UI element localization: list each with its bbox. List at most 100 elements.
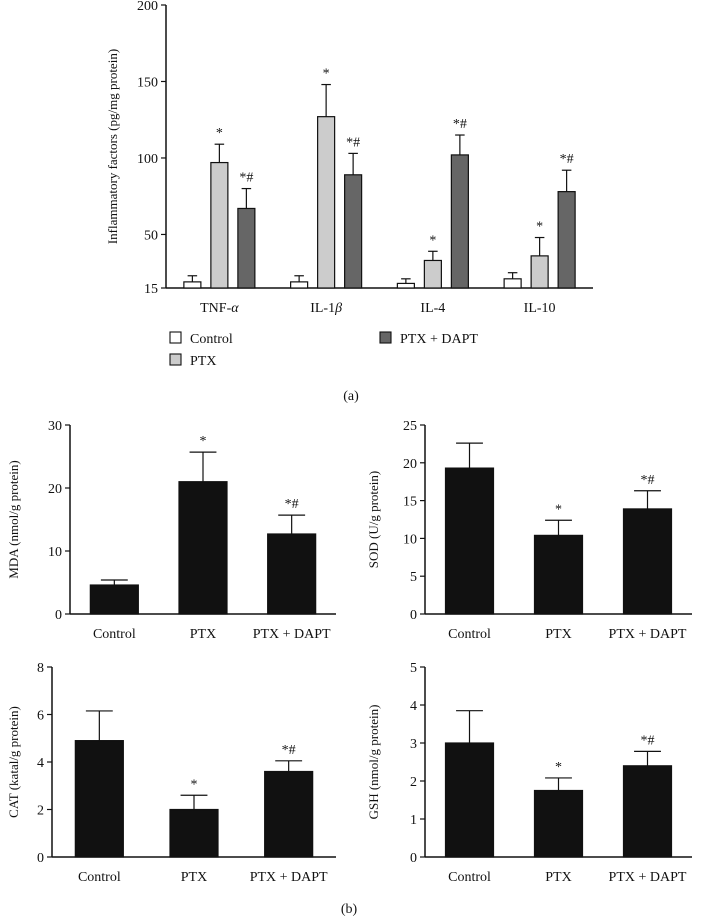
- inflammatory-x-tick-label: IL-10: [524, 301, 556, 316]
- inflammatory-ptx-tnf-a-significance-mark: *: [216, 126, 223, 141]
- inflammatory-ptx-dapt-il-1b-bar: [344, 174, 363, 289]
- inflammatory-ptx-dapt-il-10-significance-mark: *#: [560, 152, 574, 167]
- gsh-ptx-dapt-significance-mark: *#: [641, 733, 655, 748]
- legend-swatch-control: [169, 331, 182, 344]
- inflammatory-ptx-dapt-il-4-bar: [450, 154, 469, 289]
- inflammatory-ptx-il-10-significance-mark: *: [536, 220, 543, 235]
- gsh-x-tick-label: PTX + DAPT: [609, 870, 687, 885]
- gsh-y-tick-label: 5: [410, 661, 417, 676]
- cat-y-tick-label: 2: [37, 804, 44, 819]
- figure-label-b: (b): [341, 902, 358, 917]
- cat-x-tick-label: PTX: [181, 870, 207, 885]
- inflammatory-ptx-il-1b-significance-mark: *: [323, 67, 330, 82]
- gsh-x-tick-label: Control: [448, 870, 491, 885]
- inflammatory-ptx-il-4-bar: [423, 259, 442, 289]
- inflammatory-ptx-il-10-bar: [530, 255, 549, 289]
- cat-x-tick-label: Control: [78, 870, 121, 885]
- figure-label-a: (a): [343, 389, 359, 404]
- inflammatory-control-tnf-a-bar: [183, 281, 202, 289]
- inflammatory-ptx-tnf-a-bar: [210, 161, 229, 289]
- gsh-control-bar: [444, 742, 495, 858]
- gsh-x-tick-label: PTX: [545, 870, 571, 885]
- cat-y-tick-label: 4: [37, 756, 44, 771]
- cat-ptx-dapt-bar: [264, 770, 314, 858]
- chart-inflammatory-factors: 15 50 100 150 200 Inflammatory factors (pg/mg…: [105, 0, 593, 316]
- inflammatory-control-il-10-bar: [503, 278, 522, 289]
- inflammatory-y-tick-label: 150: [137, 75, 158, 90]
- inflammatory-ptx-dapt-il-1b-significance-mark: *#: [346, 135, 360, 150]
- cat-control-bar: [74, 740, 124, 858]
- inflammatory-y-tick-label: 50: [144, 228, 158, 243]
- inflammatory-x-tick-label: IL-1β: [310, 301, 342, 316]
- sod-x-tick-label: PTX: [545, 627, 571, 642]
- gsh-y-axis-label: GSH (nmol/g protein): [366, 705, 381, 820]
- gsh-y-tick-label: 2: [410, 775, 417, 790]
- sod-ptx-significance-mark: *: [555, 502, 562, 517]
- mda-y-tick-label: 10: [48, 545, 62, 560]
- gsh-y-tick-label: 4: [410, 699, 417, 714]
- cat-ptx-dapt-significance-mark: *#: [282, 743, 296, 758]
- inflammatory-ptx-dapt-tnf-a-significance-mark: *#: [239, 171, 253, 186]
- inflammatory-y-tick-label: 15: [144, 282, 158, 297]
- gsh-y-tick-label: 3: [410, 737, 417, 752]
- sod-control-bar: [444, 467, 495, 615]
- inflammatory-y-axis-label: Inflammatory factors (pg/mg protein): [105, 49, 120, 244]
- legend-label-ptx-dapt: PTX + DAPT: [400, 332, 478, 347]
- mda-y-tick-label: 30: [48, 419, 62, 434]
- sod-y-axis-label: SOD (U/g protein): [366, 471, 381, 569]
- gsh-y-tick-label: 1: [410, 813, 417, 828]
- legend-label-control: Control: [190, 332, 233, 347]
- chart-gsh: 0 1 2 3 4 5 GSH (nmol/g protein) Control * PTX *# P…: [366, 661, 692, 885]
- legend-swatch-ptx-dapt: [379, 331, 392, 344]
- cat-y-tick-label: 0: [37, 851, 44, 866]
- sod-y-tick-label: 15: [403, 495, 417, 510]
- sod-x-tick-label: PTX + DAPT: [609, 627, 687, 642]
- mda-ptx-significance-mark: *: [200, 434, 207, 449]
- gsh-ptx-significance-mark: *: [555, 760, 562, 775]
- legend-label-ptx: PTX: [190, 354, 216, 369]
- mda-y-axis-label: MDA (nmol/g protein): [6, 460, 21, 578]
- legend-swatch-ptx: [169, 353, 182, 366]
- sod-ptx-bar: [533, 534, 584, 615]
- chart-cat: 0 2 4 6 8 CAT (katal/g protein) Control * PTX *# P…: [6, 661, 336, 885]
- cat-ptx-bar: [169, 808, 219, 858]
- mda-ptx-dapt-significance-mark: *#: [285, 497, 299, 512]
- sod-ptx-dapt-significance-mark: *#: [641, 473, 655, 488]
- gsh-ptx-bar: [533, 789, 584, 858]
- sod-y-tick-label: 25: [403, 419, 417, 434]
- chart-mda: 0 10 20 30 MDA (nmol/g protein) Control * PTX *#…: [6, 419, 336, 642]
- cat-y-tick-label: 6: [37, 709, 44, 724]
- sod-y-tick-label: 10: [403, 532, 417, 547]
- mda-x-tick-label: PTX: [190, 627, 216, 642]
- legend-inflammatory: Control PTX PTX + DAPT: [169, 331, 478, 369]
- gsh-ptx-dapt-bar: [622, 765, 673, 858]
- cat-ptx-significance-mark: *: [191, 777, 198, 792]
- mda-ptx-bar: [178, 481, 228, 615]
- sod-y-tick-label: 5: [410, 570, 417, 585]
- inflammatory-ptx-il-4-significance-mark: *: [429, 233, 436, 248]
- inflammatory-y-tick-label: 100: [137, 152, 158, 167]
- inflammatory-ptx-dapt-il-4-significance-mark: *#: [453, 117, 467, 132]
- chart-sod: 0 5 10 15 20 25 SOD (U/g protein) Control * PTX *#…: [366, 419, 692, 642]
- mda-x-tick-label: PTX + DAPT: [253, 627, 331, 642]
- sod-y-tick-label: 0: [410, 608, 417, 623]
- inflammatory-x-tick-label: TNF-α: [200, 301, 239, 316]
- inflammatory-y-tick-label: 200: [137, 0, 158, 14]
- inflammatory-ptx-il-1b-bar: [317, 116, 336, 289]
- cat-x-tick-label: PTX + DAPT: [250, 870, 328, 885]
- sod-y-tick-label: 20: [403, 457, 417, 472]
- mda-ptx-dapt-bar: [267, 533, 317, 615]
- mda-y-tick-label: 20: [48, 482, 62, 497]
- mda-x-tick-label: Control: [93, 627, 136, 642]
- inflammatory-ptx-dapt-il-10-bar: [557, 191, 576, 289]
- mda-control-bar: [89, 584, 139, 615]
- inflammatory-control-il-4-bar: [396, 282, 415, 289]
- inflammatory-control-il-1b-bar: [290, 281, 309, 289]
- sod-x-tick-label: Control: [448, 627, 491, 642]
- inflammatory-x-tick-label: IL-4: [420, 301, 445, 316]
- cat-y-tick-label: 8: [37, 661, 44, 676]
- inflammatory-ptx-dapt-tnf-a-bar: [237, 207, 256, 289]
- sod-ptx-dapt-bar: [622, 508, 673, 615]
- mda-y-tick-label: 0: [55, 608, 62, 623]
